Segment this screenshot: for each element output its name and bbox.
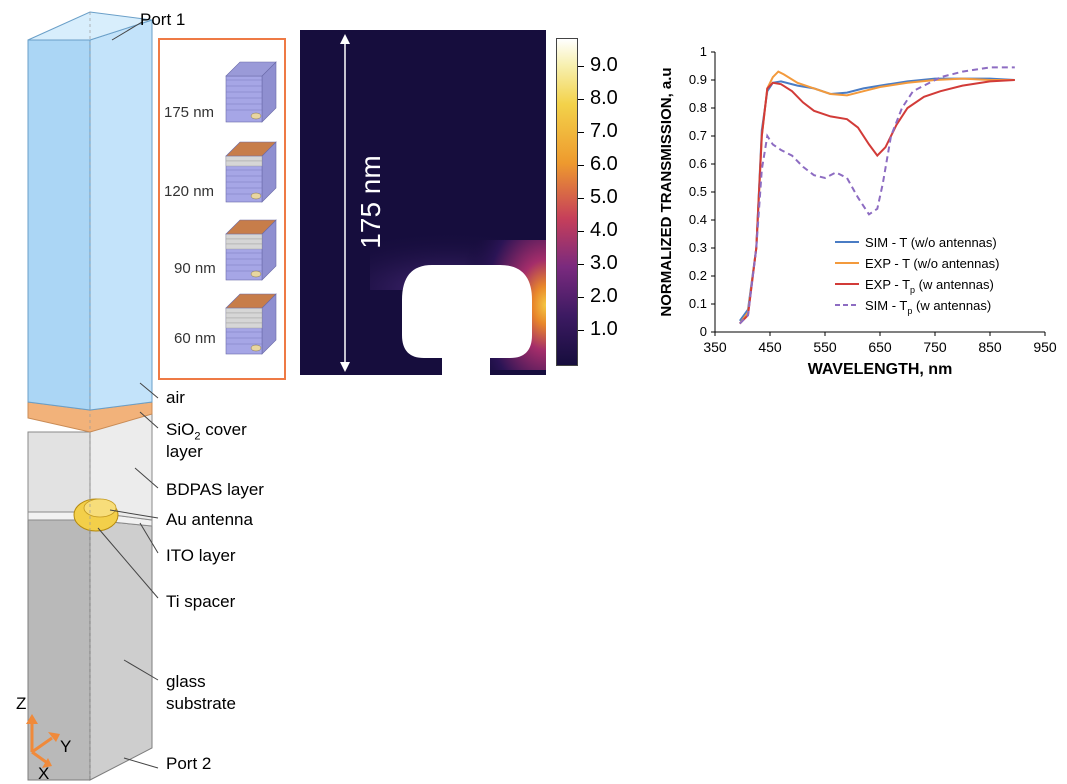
air-region-side xyxy=(89,19,153,411)
colorbar-tick-label: 3.0 xyxy=(590,252,618,274)
leader-glass xyxy=(123,659,159,681)
ti-spacer-label: Ti spacer xyxy=(166,592,236,611)
port1-label: Port 1 xyxy=(140,10,186,29)
y-tick-label: 0.6 xyxy=(689,156,707,171)
scale-label: 175 nm xyxy=(355,155,386,248)
colorbar-tick-mark xyxy=(578,66,584,67)
legend-label-4: SIM - Tp (w antennas) xyxy=(865,298,991,316)
series-line-4 xyxy=(739,66,1015,325)
axis-y-arrow xyxy=(31,736,53,754)
stack-label-3: 90 nm xyxy=(174,260,216,277)
y-tick-label: 1 xyxy=(700,44,707,59)
y-tick-label: 0.3 xyxy=(689,240,707,255)
x-tick-label: 350 xyxy=(703,339,727,355)
x-tick-label: 450 xyxy=(758,339,782,355)
colorbar-tick-label: 6.0 xyxy=(590,153,618,175)
colorbar-tick-mark xyxy=(578,99,584,100)
x-tick-label: 750 xyxy=(923,339,947,355)
glass-label-line2: substrate xyxy=(166,694,236,713)
simulation-cell-model xyxy=(26,11,159,781)
scale-arrow-bottom xyxy=(340,362,350,372)
glass-substrate-front xyxy=(27,519,91,781)
y-axis-title: NORMALIZED TRANSMISSION, a.u xyxy=(658,67,675,316)
leader-ito xyxy=(139,522,159,554)
axis-y-arrowhead xyxy=(48,732,60,742)
leader-sio2 xyxy=(139,411,159,429)
y-tick-label: 0.9 xyxy=(689,72,707,87)
transmission-chart: 0 0.1 0.2 0.3 0.4 0.5 0.6 0.7 0.8 0.9 1 350 450 550 65… xyxy=(658,44,1057,378)
colorbar-tick-label: 7.0 xyxy=(590,120,618,142)
colorbar-tick-label: 2.0 xyxy=(590,285,618,307)
y-tick-label: 0.1 xyxy=(689,296,707,311)
au-antenna-top xyxy=(83,498,117,518)
x-tick-label: 950 xyxy=(1033,339,1057,355)
legend-label-3: EXP - Tp (w antennas) xyxy=(865,277,994,295)
antenna-cross-section xyxy=(402,265,532,375)
stack-label-4: 60 nm xyxy=(174,330,216,347)
leader-port2 xyxy=(123,757,159,769)
series-line-3 xyxy=(739,79,1015,325)
axis-y-label: Y xyxy=(60,737,72,756)
colorbar-tick-mark xyxy=(578,231,584,232)
y-tick-label: 0.8 xyxy=(689,100,707,115)
stack-cube-1 xyxy=(225,61,277,123)
legend-label-2: EXP - T (w/o antennas) xyxy=(865,256,999,271)
glass-substrate-side xyxy=(89,519,153,781)
colorbar-tick-label: 4.0 xyxy=(590,219,618,241)
axis-x-label: X xyxy=(38,764,50,783)
colorbar-tick-mark xyxy=(578,165,584,166)
leader-au xyxy=(109,509,159,519)
x-tick-label: 550 xyxy=(813,339,837,355)
colorbar-tick-mark xyxy=(578,198,584,199)
axis-z-arrowhead xyxy=(26,714,38,724)
air-label: air xyxy=(166,388,185,407)
colorbar-tick-mark xyxy=(578,297,584,298)
y-tick-label: 0.7 xyxy=(689,128,707,143)
leader-air xyxy=(139,382,159,399)
field-map: 175 nm xyxy=(300,30,546,375)
sio2-label-line2: layer xyxy=(166,442,203,461)
layer-stacks xyxy=(225,61,277,355)
leader-port1 xyxy=(111,21,143,41)
stacks-inset-frame xyxy=(158,38,286,380)
x-axis-title: WAVELENGTH, nm xyxy=(808,361,953,378)
bdpas-layer-front xyxy=(27,431,91,513)
colorbar xyxy=(556,38,578,366)
stack-cube-4 xyxy=(225,293,277,355)
axis-x-arrow xyxy=(31,750,47,764)
au-antenna-label: Au antenna xyxy=(166,510,253,529)
air-region-front xyxy=(27,39,91,411)
colorbar-tick-mark xyxy=(578,330,584,331)
x-tick-label: 850 xyxy=(978,339,1002,355)
scale-arrow-top xyxy=(340,34,350,44)
sio2-label: SiO2 cover xyxy=(166,420,247,443)
bdpas-label: BDPAS layer xyxy=(166,480,264,499)
glass-label-line1: glass xyxy=(166,672,206,691)
leader-bdpas xyxy=(134,467,159,489)
colorbar-tick-mark xyxy=(578,132,584,133)
stack-cube-3 xyxy=(225,219,277,281)
colorbar-tick-label: 1.0 xyxy=(590,318,618,340)
stack-cube-2 xyxy=(225,141,277,203)
colorbar-tick-label: 5.0 xyxy=(590,186,618,208)
colorbar-tick-label: 8.0 xyxy=(590,87,618,109)
colorbar-tick-mark xyxy=(578,264,584,265)
axis-z-label: Z xyxy=(16,694,27,713)
axis-x-arrowhead xyxy=(42,758,52,768)
colorbar-tick-label: 9.0 xyxy=(590,54,618,76)
legend-label-1: SIM - T (w/o antennas) xyxy=(865,235,997,250)
x-tick-label: 650 xyxy=(868,339,892,355)
stack-label-1: 175 nm xyxy=(164,104,215,121)
stack-label-2: 120 nm xyxy=(164,183,215,200)
port2-label: Port 2 xyxy=(166,754,212,773)
y-tick-label: 0.2 xyxy=(689,268,707,283)
leader-ti xyxy=(97,527,159,599)
ito-label: ITO layer xyxy=(166,546,236,565)
y-tick-label: 0 xyxy=(700,324,707,339)
y-tick-label: 0.4 xyxy=(689,212,707,227)
y-tick-label: 0.5 xyxy=(689,184,707,199)
